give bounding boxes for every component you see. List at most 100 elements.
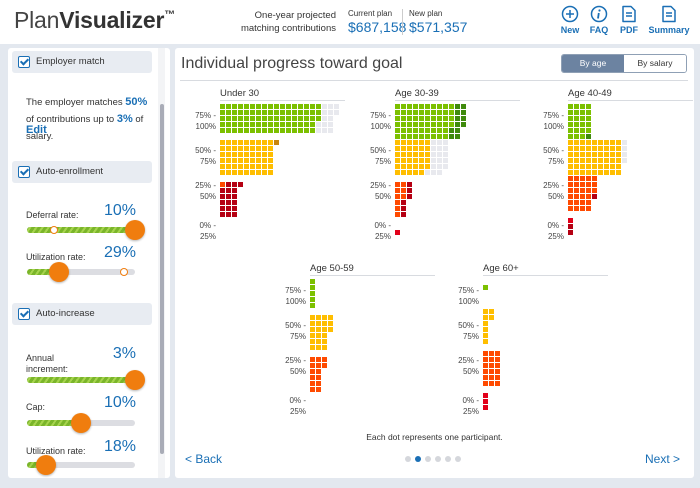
annual-increment-slider[interactable] xyxy=(27,370,145,390)
participant-dot xyxy=(425,134,430,139)
faq-button[interactable]: FAQ xyxy=(585,5,613,35)
participant-dot xyxy=(395,206,400,211)
deferral-rate-label: Deferral rate: xyxy=(26,210,79,220)
increase-utilization-slider[interactable] xyxy=(27,455,135,475)
pdf-button[interactable]: PDF xyxy=(615,5,643,35)
participant-dot xyxy=(226,158,231,163)
auto-increase-checkbox[interactable] xyxy=(18,308,30,320)
slider-handle[interactable] xyxy=(125,370,145,390)
participant-dot xyxy=(580,188,585,193)
slider-handle[interactable] xyxy=(49,262,70,282)
age-group-panel: Under 30 75% -100% 50% -75% 25% -50% 0% -25% xyxy=(180,88,345,248)
page-dot[interactable] xyxy=(435,456,441,462)
participant-dot xyxy=(256,116,261,121)
participant-dot xyxy=(304,110,309,115)
by-salary-tab[interactable]: By salary xyxy=(624,55,686,72)
page-dot[interactable] xyxy=(455,456,461,462)
participant-dot xyxy=(256,164,261,169)
page-dot[interactable] xyxy=(415,456,421,462)
participant-dot xyxy=(483,393,488,398)
participant-dot xyxy=(443,164,448,169)
participant-dot xyxy=(238,146,243,151)
sidebar-scrollbar-thumb[interactable] xyxy=(160,104,164,454)
participant-dot xyxy=(568,182,573,187)
deferral-rate-slider[interactable] xyxy=(27,220,145,240)
participant-dot xyxy=(262,170,267,175)
participant-dot xyxy=(592,158,597,163)
participant-dot xyxy=(483,327,488,332)
participant-dot xyxy=(425,104,430,109)
participant-dot xyxy=(483,381,488,386)
edit-match-link[interactable]: Edit xyxy=(26,124,47,136)
participant-dot xyxy=(437,122,442,127)
auto-enrollment-checkbox[interactable] xyxy=(18,166,30,178)
slider-handle[interactable] xyxy=(71,413,91,433)
participant-dot xyxy=(586,122,591,127)
participant-dot xyxy=(395,110,400,115)
slider-handle[interactable] xyxy=(36,455,57,475)
participant-dot xyxy=(310,339,315,344)
participant-dot xyxy=(220,152,225,157)
participant-dot xyxy=(489,315,494,320)
participant-dot xyxy=(226,122,231,127)
new-button[interactable]: New xyxy=(556,5,584,35)
summary-button[interactable]: Summary xyxy=(646,5,692,35)
participant-dot xyxy=(461,110,466,115)
employer-match-checkbox[interactable] xyxy=(18,56,30,68)
participant-dot xyxy=(286,116,291,121)
participant-dot xyxy=(413,104,418,109)
participant-dot xyxy=(316,363,321,368)
auto-enrollment-header[interactable]: Auto-enrollment xyxy=(12,161,152,183)
new-plan: New plan $571,357 xyxy=(409,9,467,35)
new-plan-label: New plan xyxy=(409,9,443,18)
slider-fill xyxy=(27,227,135,233)
participant-dot xyxy=(286,128,291,133)
increase-utilization-value: 18% xyxy=(103,438,136,455)
participant-dot xyxy=(310,291,315,296)
page-dot[interactable] xyxy=(425,456,431,462)
participant-dot xyxy=(220,212,225,217)
participant-dot xyxy=(568,116,573,121)
auto-increase-header[interactable]: Auto-increase xyxy=(12,303,152,325)
participant-dot xyxy=(286,104,291,109)
back-button[interactable]: < Back xyxy=(185,452,223,466)
participant-dot xyxy=(310,279,315,284)
slider-handle[interactable] xyxy=(125,220,145,240)
participant-dot xyxy=(483,309,488,314)
participant-dot xyxy=(598,158,603,163)
utilization-rate-slider[interactable] xyxy=(27,262,135,282)
participant-dot xyxy=(244,170,249,175)
participant-dot xyxy=(304,116,309,121)
participant-dot xyxy=(431,134,436,139)
participant-dot xyxy=(226,140,231,145)
age-group-panel: Age 60+ 75% -100% 50% -75% 25% -50% 0% -25% xyxy=(443,263,608,423)
participant-dot xyxy=(431,128,436,133)
age-group-panel: Age 50-59 75% -100% 50% -75% 25% -50% 0% -25… xyxy=(270,263,435,423)
cap-slider[interactable] xyxy=(27,413,135,433)
page-dot[interactable] xyxy=(405,456,411,462)
participant-dot xyxy=(413,146,418,151)
participant-dot xyxy=(455,134,460,139)
participant-dot xyxy=(407,182,412,187)
participant-dot xyxy=(610,164,615,169)
participant-dot xyxy=(401,206,406,211)
participant-dot xyxy=(256,110,261,115)
page-dot[interactable] xyxy=(445,456,451,462)
employer-match-header[interactable]: Employer match xyxy=(12,51,152,73)
participant-dot xyxy=(443,146,448,151)
participant-dot xyxy=(322,363,327,368)
participant-dot xyxy=(316,315,321,320)
participant-dot xyxy=(598,152,603,157)
grouping-toggle[interactable]: By age By salary xyxy=(561,54,687,73)
participant-dot xyxy=(574,122,579,127)
current-plan-label: Current plan xyxy=(348,9,393,18)
participant-dot xyxy=(431,152,436,157)
participant-dot xyxy=(586,128,591,133)
participant-dot xyxy=(568,230,573,235)
by-age-tab[interactable]: By age xyxy=(562,55,624,72)
next-button[interactable]: Next > xyxy=(644,452,680,466)
age-group-title: Age 30-39 xyxy=(395,88,439,99)
participant-dot xyxy=(431,164,436,169)
participant-dot xyxy=(483,375,488,380)
participant-dot xyxy=(443,140,448,145)
